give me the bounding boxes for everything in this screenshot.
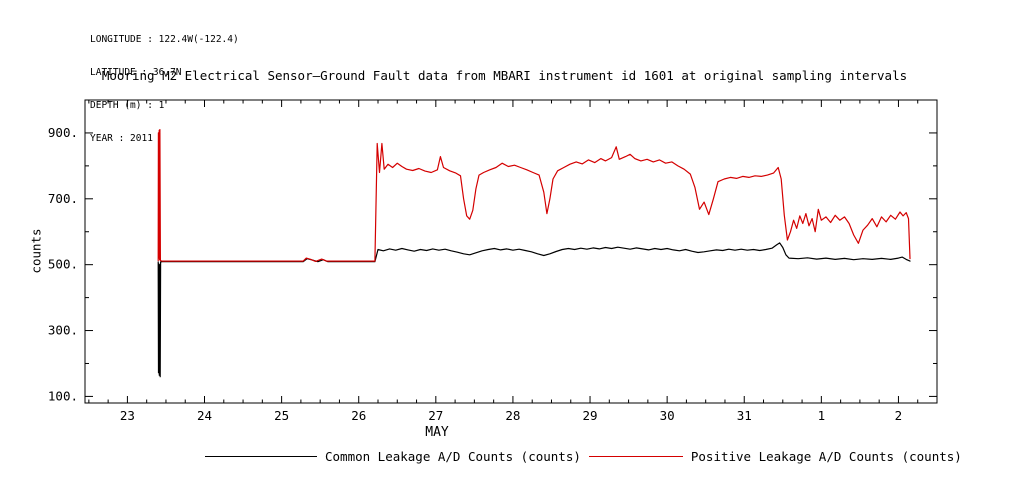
y-tick-label: 100. bbox=[48, 388, 78, 403]
series-line-positive-leakage bbox=[157, 129, 911, 262]
x-tick-label: 25 bbox=[274, 408, 289, 423]
series-line-common-leakage bbox=[157, 242, 911, 378]
x-tick-label: 31 bbox=[737, 408, 752, 423]
legend-label-common-leakage: Common Leakage A/D Counts (counts) bbox=[325, 448, 581, 464]
longitude-label: LONGITUDE : 122.4W(-122.4) bbox=[90, 34, 239, 45]
y-tick-label: 700. bbox=[48, 191, 78, 206]
year-label: YEAR : 2011 bbox=[90, 133, 153, 144]
x-tick-label: 26 bbox=[351, 408, 366, 423]
y-tick-label: 300. bbox=[48, 323, 78, 338]
x-tick-label: 30 bbox=[660, 408, 675, 423]
x-tick-label: 2 bbox=[895, 408, 903, 423]
x-axis-label: MAY bbox=[425, 425, 449, 440]
header-info: LONGITUDE : 122.4W(-122.4) LATITUDE : 36… bbox=[90, 12, 239, 166]
legend-label-positive-leakage: Positive Leakage A/D Counts (counts) bbox=[690, 448, 962, 464]
legend-line-positive-leakage bbox=[588, 455, 683, 457]
x-tick-label: 28 bbox=[505, 408, 520, 423]
x-tick-label: 27 bbox=[428, 408, 443, 423]
y-axis-label: counts bbox=[28, 228, 44, 274]
chart-title: Mooring M2 Electrical Sensor—Ground Faul… bbox=[101, 68, 908, 83]
depth-label: DEPTH (m) : 1 bbox=[90, 100, 165, 111]
x-tick-label: 24 bbox=[197, 408, 212, 423]
y-tick-label: 500. bbox=[48, 257, 78, 272]
x-tick-label: 23 bbox=[120, 408, 135, 423]
latitude-label: LATITUDE : 36.7N bbox=[90, 67, 182, 78]
plot-box bbox=[84, 99, 938, 404]
legend: Common Leakage A/D Counts (counts) Posit… bbox=[205, 447, 962, 465]
x-tick-label: 29 bbox=[583, 408, 598, 423]
x-tick-label: 1 bbox=[818, 408, 826, 423]
y-tick-label: 900. bbox=[48, 125, 78, 140]
legend-line-common-leakage bbox=[205, 455, 317, 457]
